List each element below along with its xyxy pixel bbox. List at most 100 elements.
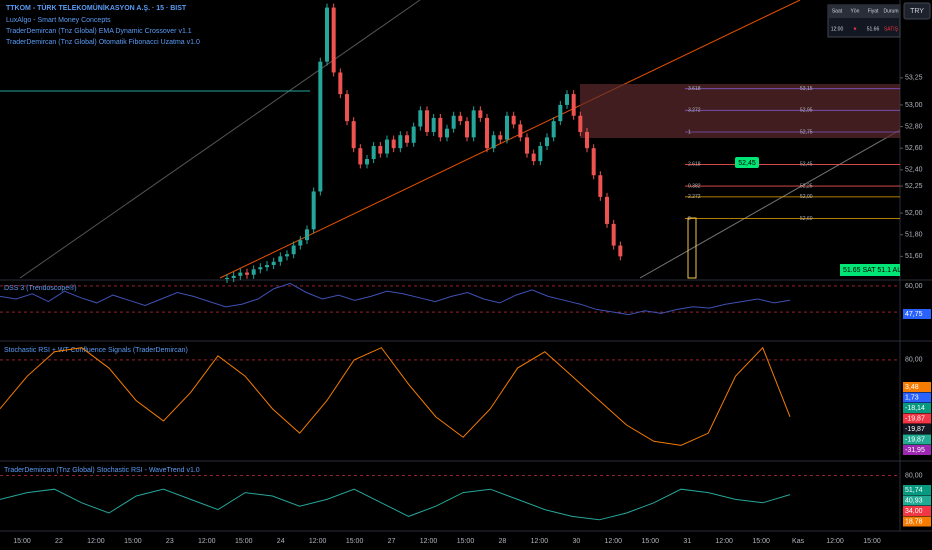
fib-price: 52,00 <box>800 194 813 200</box>
value-tag: -31,95 <box>905 447 925 454</box>
candle <box>371 146 376 160</box>
indicator-line <box>0 346 791 446</box>
fib-level: 0.382 <box>688 183 701 189</box>
price-tag: 52,45 <box>738 160 756 167</box>
value-tag: 34,00 <box>905 508 923 515</box>
indicator-name: TraderDemircan (Tnz Global) Otomatik Fib… <box>6 39 200 46</box>
fib-price: 53,15 <box>800 86 813 92</box>
candle <box>398 135 403 149</box>
candle <box>551 121 556 138</box>
x-tick-label: 12:00 <box>309 538 327 545</box>
y-tick-label: 51,80 <box>905 232 923 239</box>
value-tag: 40,93 <box>905 497 923 504</box>
fib-price: 52,45 <box>800 162 813 168</box>
candle <box>225 278 229 279</box>
x-tick-label: 15:00 <box>235 538 253 545</box>
x-tick-label: 15:00 <box>13 538 31 545</box>
trend-line <box>219 0 801 279</box>
y-tick-label: 52,40 <box>905 167 923 174</box>
candle <box>311 191 316 230</box>
candle <box>505 115 509 140</box>
x-tick-label: 12:00 <box>198 538 216 545</box>
value-tag-bg <box>903 445 931 455</box>
x-tick-label: 15:00 <box>752 538 770 545</box>
fib-price: 52,60 <box>800 216 813 222</box>
candle <box>465 121 469 138</box>
x-tick-label: 23 <box>166 538 174 545</box>
fib-level: 0 <box>688 216 691 222</box>
x-tick-label: 28 <box>499 538 507 545</box>
fib-level: 2.618 <box>688 162 701 168</box>
candle <box>451 115 456 129</box>
x-tick-label: 15:00 <box>346 538 364 545</box>
x-tick-label: 31 <box>683 538 691 545</box>
candle <box>538 146 543 162</box>
fib-price: 52,75 <box>800 129 813 135</box>
fib-price: 52,25 <box>800 183 813 189</box>
candle <box>425 110 429 132</box>
indicator-line <box>0 282 791 316</box>
candle <box>525 137 529 154</box>
x-tick-label: 12:00 <box>531 538 549 545</box>
value-tag: -19,87 <box>905 436 925 443</box>
trend-line <box>19 0 421 279</box>
indicator-line <box>0 488 791 521</box>
candle <box>291 245 296 255</box>
value-tag-bg <box>903 413 931 424</box>
candle <box>385 139 389 154</box>
fib-level: 3.272 <box>688 108 701 114</box>
value-tag-bg <box>903 382 931 392</box>
currency-button[interactable] <box>903 2 931 20</box>
candle <box>338 72 343 95</box>
candle <box>231 275 236 278</box>
candle <box>471 110 476 138</box>
candle <box>545 137 549 147</box>
candle <box>358 148 363 165</box>
candle <box>585 131 589 149</box>
x-tick-label: 12:00 <box>605 538 623 545</box>
candle <box>605 196 609 224</box>
candle <box>458 115 463 122</box>
candle <box>298 240 303 246</box>
signal-box: 51.65 SAT 51.1 AL 52 <box>843 267 911 274</box>
trend-line <box>639 129 901 279</box>
currency[interactable]: TRY <box>910 8 924 15</box>
value-tag: -19,87 <box>905 415 925 422</box>
candle <box>518 124 523 138</box>
candle <box>271 261 276 266</box>
x-tick-label: 12:00 <box>87 538 105 545</box>
y-tick-label: 80,00 <box>905 472 923 479</box>
candle <box>618 245 623 257</box>
fib-level: 3.618 <box>688 86 701 92</box>
x-tick-label: 22 <box>55 538 63 545</box>
candle <box>598 175 603 197</box>
candle <box>511 115 516 125</box>
panel-title: TraderDemircan (Tnz Global) Stochastic R… <box>4 467 200 474</box>
candle <box>438 117 443 138</box>
fib-level: 2.272 <box>688 194 701 200</box>
candle <box>565 94 569 105</box>
x-tick-label: 12:00 <box>715 538 733 545</box>
candle <box>485 117 489 149</box>
candle <box>571 94 576 116</box>
value-tag: -19,87 <box>905 426 925 433</box>
candle <box>318 61 323 192</box>
candle <box>391 139 396 149</box>
x-tick-label: 12:00 <box>420 538 438 545</box>
value-tag-bg <box>903 424 931 434</box>
indicator-name: LuxAlgo - Smart Money Concepts <box>6 17 111 24</box>
value-tag: 1,73 <box>905 394 919 401</box>
table-cell: 51.66 <box>867 26 880 32</box>
candle <box>578 115 583 132</box>
candle <box>351 121 356 149</box>
value-tag: 18,78 <box>905 518 923 525</box>
value-tag: 51,74 <box>905 487 923 494</box>
candle <box>498 135 503 140</box>
table-header <box>828 5 900 18</box>
candle <box>365 159 369 165</box>
table-header-cell: Yön <box>851 8 860 14</box>
x-tick-label: 12:00 <box>826 538 844 545</box>
table-cell: 12:00 <box>831 26 844 32</box>
y-tick-label: 60,00 <box>905 283 923 290</box>
